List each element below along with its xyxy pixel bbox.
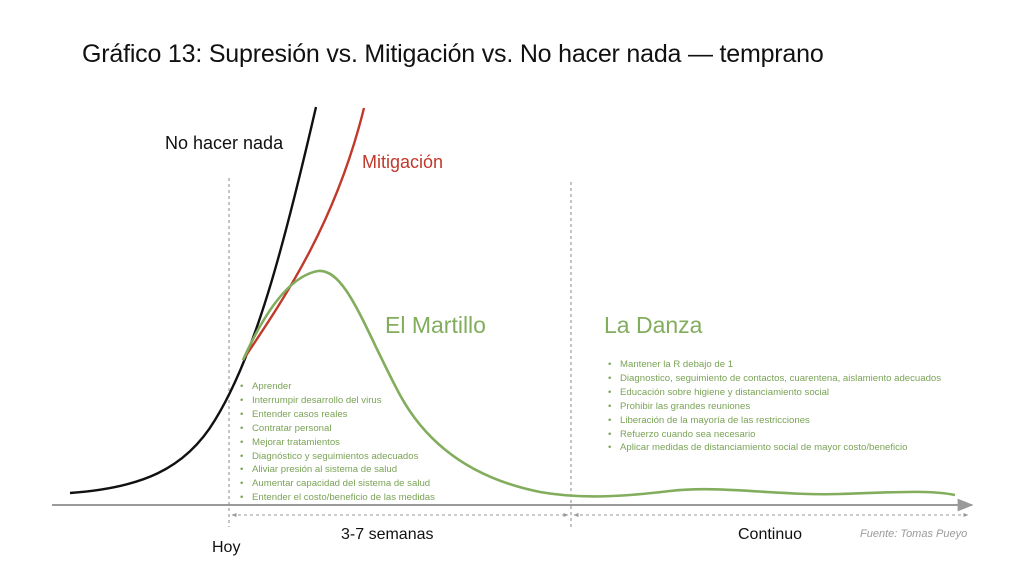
label-no-hacer-nada: No hacer nada	[165, 133, 284, 153]
danza-bullet-list: Mantener la R debajo de 1Diagnostico, se…	[608, 358, 941, 455]
martillo-bullet-list: AprenderInterrumpir desarrollo del virus…	[240, 380, 435, 505]
duration-label-martillo: 3-7 semanas	[341, 526, 434, 543]
bullet-item: Diagnostico, seguimiento de contactos, c…	[608, 372, 941, 386]
phase-label-martillo: El Martillo	[385, 312, 486, 338]
bullet-item: Aplicar medidas de distanciamiento socia…	[608, 441, 941, 455]
bullet-item: Diagnóstico y seguimientos adecuados	[240, 450, 435, 464]
bullet-item: Refuerzo cuando sea necesario	[608, 428, 941, 442]
bullet-item: Mantener la R debajo de 1	[608, 358, 941, 372]
bullet-item: Aliviar presión al sistema de salud	[240, 463, 435, 477]
bullet-item: Entender casos reales	[240, 408, 435, 422]
duration-label-danza: Continuo	[738, 526, 802, 543]
bullet-item: Aprender	[240, 380, 435, 394]
bullet-item: Prohibir las grandes reuniones	[608, 400, 941, 414]
bullet-item: Aumentar capacidad del sistema de salud	[240, 477, 435, 491]
label-mitigacion: Mitigación	[362, 152, 443, 172]
bullet-item: Entender el costo/beneficio de las medid…	[240, 491, 435, 505]
bullet-item: Interrumpir desarrollo del virus	[240, 394, 435, 408]
bullet-item: Liberación de la mayoría de las restricc…	[608, 414, 941, 428]
bullet-item: Educación sobre higiene y distanciamient…	[608, 386, 941, 400]
series-line-mitigacion	[242, 107, 366, 361]
bullet-item: Mejorar tratamientos	[240, 436, 435, 450]
series-line-no-hacer-nada	[69, 106, 318, 495]
bullet-item: Contratar personal	[240, 422, 435, 436]
source-note: Fuente: Tomas Pueyo	[860, 528, 968, 540]
series-line-martillo-danza	[241, 269, 956, 498]
marker-label-hoy: Hoy	[212, 539, 240, 556]
chart-title: Gráfico 13: Supresión vs. Mitigación vs.…	[82, 40, 824, 68]
phase-label-danza: La Danza	[604, 312, 703, 338]
